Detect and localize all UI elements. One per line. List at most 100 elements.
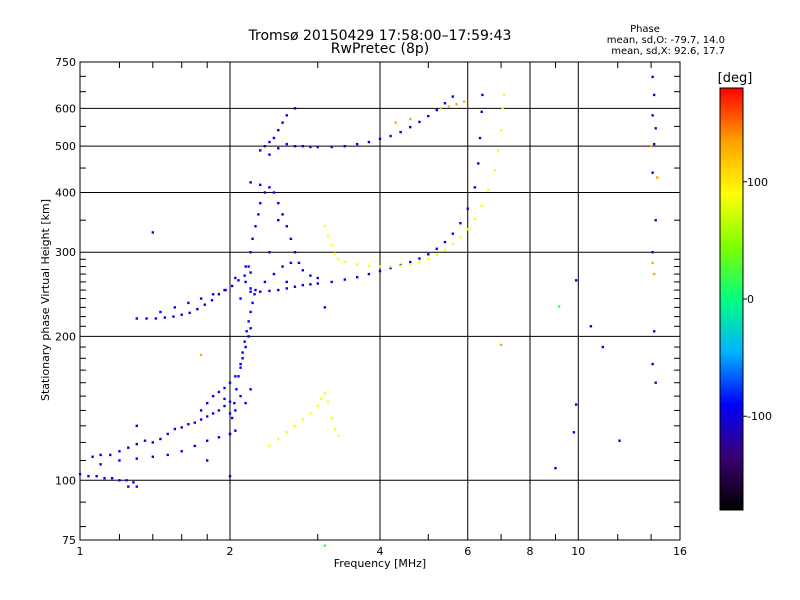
data-point — [501, 107, 504, 110]
data-point — [601, 345, 605, 349]
data-point — [277, 128, 280, 132]
data-point — [253, 293, 256, 296]
data-point — [277, 147, 280, 150]
data-point — [205, 459, 209, 462]
data-point — [228, 474, 232, 478]
data-point — [244, 345, 247, 349]
data-point — [159, 310, 162, 314]
x-tick-label: 6 — [464, 545, 471, 558]
data-point — [263, 280, 267, 284]
data-point — [145, 317, 148, 320]
plot-area: 1 2 4 6 8 10 16 75 100 200 300 400 500 600 750 — [55, 56, 687, 558]
data-point — [223, 386, 226, 390]
data-point — [263, 191, 267, 194]
data-point — [394, 121, 397, 124]
data-point — [293, 107, 297, 110]
data-point — [244, 401, 247, 405]
data-point — [241, 351, 244, 354]
data-point — [301, 269, 305, 272]
data-point — [272, 272, 276, 276]
data-point — [154, 317, 158, 320]
data-point — [285, 287, 288, 290]
data-point — [228, 381, 232, 384]
data-point — [293, 285, 297, 288]
data-point — [327, 234, 330, 237]
data-point — [343, 260, 347, 264]
data-point — [301, 283, 305, 287]
data-point — [285, 142, 288, 146]
data-point — [316, 404, 319, 408]
data-point — [254, 288, 257, 292]
data-point — [203, 303, 206, 306]
data-point — [281, 213, 284, 216]
data-point — [399, 130, 402, 134]
data-point — [135, 485, 138, 488]
data-point — [572, 431, 576, 434]
data-point — [135, 424, 138, 428]
data-point — [234, 276, 237, 280]
data-point — [333, 427, 337, 431]
data-point — [459, 236, 462, 239]
data-point — [259, 149, 262, 152]
data-point — [223, 404, 226, 408]
data-point — [435, 247, 438, 250]
x-tick-label: 2 — [227, 545, 234, 558]
data-point — [309, 145, 312, 149]
data-point — [289, 237, 293, 241]
data-point — [316, 145, 319, 149]
y-axis-label: Stationary phase Virtual Height [km] — [39, 199, 52, 401]
data-point — [228, 432, 232, 436]
data-point — [205, 415, 209, 418]
x-tick-label: 10 — [571, 545, 585, 558]
data-point — [187, 423, 190, 426]
data-point — [199, 418, 203, 421]
data-point — [125, 479, 128, 482]
data-point — [233, 401, 236, 405]
data-point — [651, 251, 654, 254]
data-point — [409, 125, 412, 129]
data-point — [247, 320, 250, 323]
data-point — [234, 409, 237, 412]
data-point — [239, 297, 242, 300]
y-tick-label: 100 — [55, 474, 76, 487]
data-point — [367, 140, 371, 144]
data-point — [199, 297, 203, 300]
data-point — [316, 282, 319, 285]
data-point — [355, 142, 359, 146]
data-point — [196, 307, 199, 311]
data-point — [654, 219, 657, 222]
data-point — [439, 107, 443, 110]
data-point — [409, 117, 412, 121]
data-point — [652, 93, 656, 97]
data-point — [110, 477, 114, 480]
data-point — [151, 455, 155, 458]
data-point — [418, 257, 421, 260]
data-point — [285, 280, 288, 284]
data-point — [249, 310, 252, 314]
colorbar-tick-label: 0 — [747, 293, 754, 306]
x-tick-label: 8 — [527, 545, 534, 558]
data-point — [330, 244, 333, 247]
data-point — [477, 162, 480, 165]
data-point — [188, 311, 191, 315]
data-point — [244, 280, 247, 284]
data-point — [285, 114, 288, 117]
y-tick-label: 200 — [55, 330, 76, 343]
data-point — [127, 446, 130, 449]
data-point — [343, 278, 347, 281]
data-point — [277, 219, 280, 222]
data-point — [574, 279, 578, 282]
data-point — [499, 343, 503, 347]
data-point — [268, 140, 271, 144]
data-point — [199, 353, 203, 357]
data-point — [259, 183, 262, 187]
data-point — [281, 121, 284, 124]
phase-stats-x: mean, sd,X: 92.6, 17.7 — [611, 46, 725, 57]
data-point — [502, 93, 506, 97]
data-point — [163, 316, 167, 319]
data-point — [211, 293, 215, 296]
data-point — [435, 108, 438, 112]
data-point — [378, 137, 382, 141]
data-point — [378, 265, 382, 268]
data-point — [355, 275, 359, 279]
